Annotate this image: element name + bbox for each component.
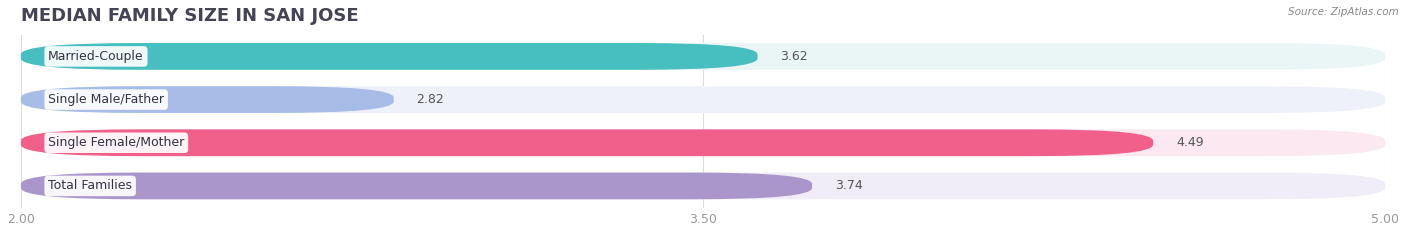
Text: 3.62: 3.62 <box>780 50 808 63</box>
FancyBboxPatch shape <box>21 86 1385 113</box>
Text: 4.49: 4.49 <box>1175 136 1204 149</box>
Text: Single Female/Mother: Single Female/Mother <box>48 136 184 149</box>
FancyBboxPatch shape <box>21 129 1153 156</box>
Text: Single Male/Father: Single Male/Father <box>48 93 165 106</box>
FancyBboxPatch shape <box>21 43 758 70</box>
Text: Source: ZipAtlas.com: Source: ZipAtlas.com <box>1288 7 1399 17</box>
Text: Total Families: Total Families <box>48 179 132 192</box>
Text: MEDIAN FAMILY SIZE IN SAN JOSE: MEDIAN FAMILY SIZE IN SAN JOSE <box>21 7 359 25</box>
FancyBboxPatch shape <box>21 43 1385 70</box>
Text: 3.74: 3.74 <box>835 179 863 192</box>
FancyBboxPatch shape <box>21 129 1385 156</box>
FancyBboxPatch shape <box>21 172 813 199</box>
Text: 2.82: 2.82 <box>416 93 444 106</box>
FancyBboxPatch shape <box>21 172 1385 199</box>
Text: Married-Couple: Married-Couple <box>48 50 143 63</box>
FancyBboxPatch shape <box>21 86 394 113</box>
